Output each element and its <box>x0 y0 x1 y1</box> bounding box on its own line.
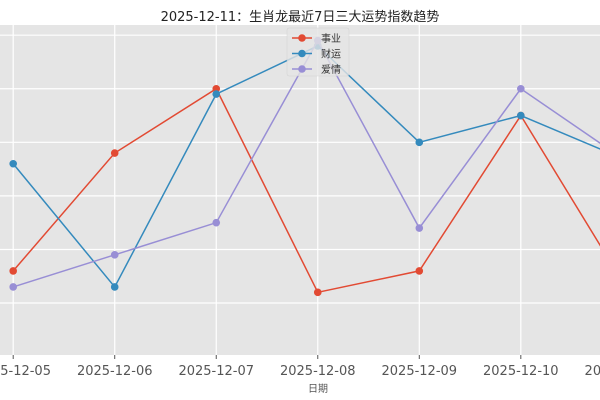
x-tick-label: 2025-12-08 <box>280 364 356 379</box>
data-point <box>212 90 221 98</box>
x-axis-label: 日期 <box>308 383 328 395</box>
x-tick-label: 2025-12-05 <box>0 364 51 379</box>
legend-marker <box>298 49 306 58</box>
data-point <box>110 251 119 259</box>
data-point <box>313 288 322 297</box>
x-tick-label: 2025-12-11 <box>585 364 600 379</box>
data-point <box>9 159 17 168</box>
chart-title: 2025-12-11：生肖龙最近7日三大运势指数趋势 <box>160 10 440 25</box>
legend-marker <box>298 34 306 42</box>
data-point <box>9 283 17 291</box>
data-point <box>110 149 119 157</box>
data-point <box>415 224 424 232</box>
legend-label: 财运 <box>321 48 341 61</box>
data-point <box>9 267 17 275</box>
x-tick-label: 2025-12-07 <box>178 364 254 379</box>
data-point <box>415 267 424 275</box>
x-tick-label: 2025-12-10 <box>483 364 559 379</box>
data-point <box>517 84 525 93</box>
data-point <box>212 218 221 227</box>
legend-marker <box>298 65 306 73</box>
data-point <box>212 84 221 93</box>
data-point <box>517 111 525 120</box>
plot-area <box>0 25 600 355</box>
legend-label: 爱情 <box>321 63 341 76</box>
x-tick-label: 2025-12-06 <box>77 364 153 379</box>
data-point <box>110 283 119 291</box>
legend-label: 事业 <box>321 32 341 45</box>
data-point <box>415 138 424 147</box>
x-tick-label: 2025-12-09 <box>382 364 458 379</box>
